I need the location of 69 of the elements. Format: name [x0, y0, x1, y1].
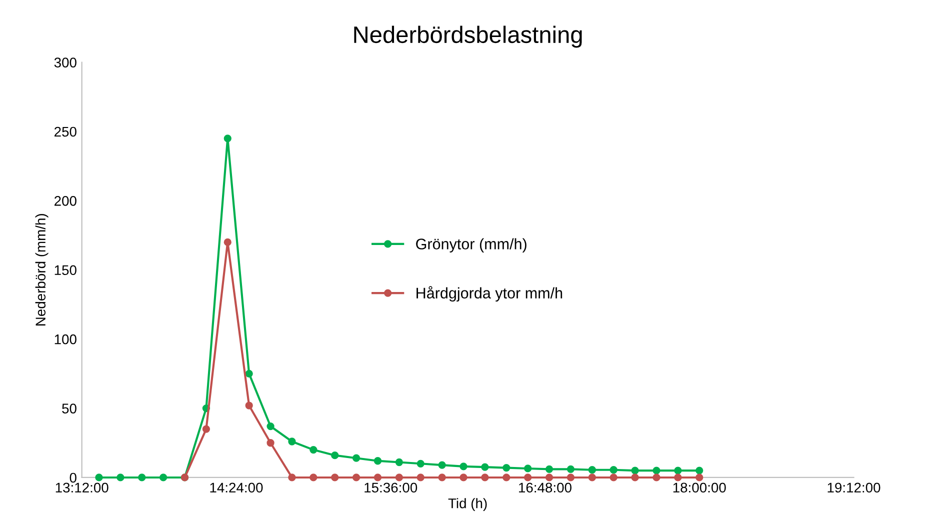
point: [438, 474, 446, 482]
point: [202, 425, 210, 433]
point: [288, 474, 296, 482]
point: [566, 474, 575, 482]
point: [502, 474, 510, 482]
point: [545, 465, 554, 473]
y-tick-label: 0: [70, 472, 76, 483]
legend-label: Hårdgjorda ytor mm/h: [416, 286, 562, 302]
y-tick-label: 200: [54, 196, 76, 206]
x-tick-label: 19:12:00: [828, 482, 880, 493]
point: [524, 474, 532, 482]
point: [481, 463, 489, 471]
point: [288, 438, 296, 446]
y-tick-label: 50: [62, 404, 76, 414]
point: [395, 458, 403, 466]
point: [224, 134, 232, 142]
x-tick-label: 15:36:00: [364, 482, 418, 493]
y-tick-label: 150: [54, 265, 76, 276]
point: [245, 402, 253, 410]
legend-label: Grönytor (mm/h): [416, 238, 526, 252]
x-axis-title: Tid (h): [448, 498, 487, 512]
point: [460, 474, 468, 482]
point: [331, 474, 339, 482]
point: [224, 238, 232, 246]
point: [652, 466, 660, 474]
y-tick-label: 250: [54, 126, 76, 137]
point: [460, 462, 468, 470]
y-tick-label: 300: [54, 58, 76, 68]
point: [416, 474, 424, 482]
point: [310, 446, 318, 454]
point: [588, 474, 596, 482]
point: [438, 461, 446, 469]
chart-title: Nederbördsbelastning: [354, 26, 582, 48]
point: [95, 474, 103, 482]
x-tick-label: 16:48:00: [519, 482, 572, 493]
point: [481, 474, 489, 482]
y-axis-title: Nederbörd (mm/h): [35, 214, 48, 326]
point: [610, 474, 618, 482]
point: [545, 474, 554, 482]
x-tick-label: 13:12:00: [56, 482, 108, 493]
point: [416, 460, 424, 468]
point: [696, 466, 704, 474]
point: [310, 474, 318, 482]
point: [524, 464, 532, 472]
y-tick-label: 100: [54, 334, 76, 344]
point: [374, 457, 382, 465]
x-tick-label: 18:00:00: [673, 482, 726, 493]
point: [674, 474, 682, 482]
point: [674, 466, 682, 474]
point: [566, 465, 575, 473]
point: [631, 466, 639, 474]
point: [696, 474, 704, 482]
point: [588, 466, 596, 474]
point: [652, 474, 660, 482]
point: [352, 474, 360, 482]
point: [266, 422, 274, 430]
point: [138, 474, 146, 482]
point: [374, 474, 382, 482]
point: [245, 370, 253, 378]
point: [116, 474, 124, 482]
point: [502, 464, 510, 472]
point: [352, 454, 360, 462]
point: [395, 474, 403, 482]
point: [266, 439, 274, 447]
x-tick-label: 14:24:00: [210, 482, 263, 493]
point: [610, 466, 618, 474]
point: [631, 474, 639, 482]
point: [159, 474, 168, 482]
point: [331, 452, 339, 460]
